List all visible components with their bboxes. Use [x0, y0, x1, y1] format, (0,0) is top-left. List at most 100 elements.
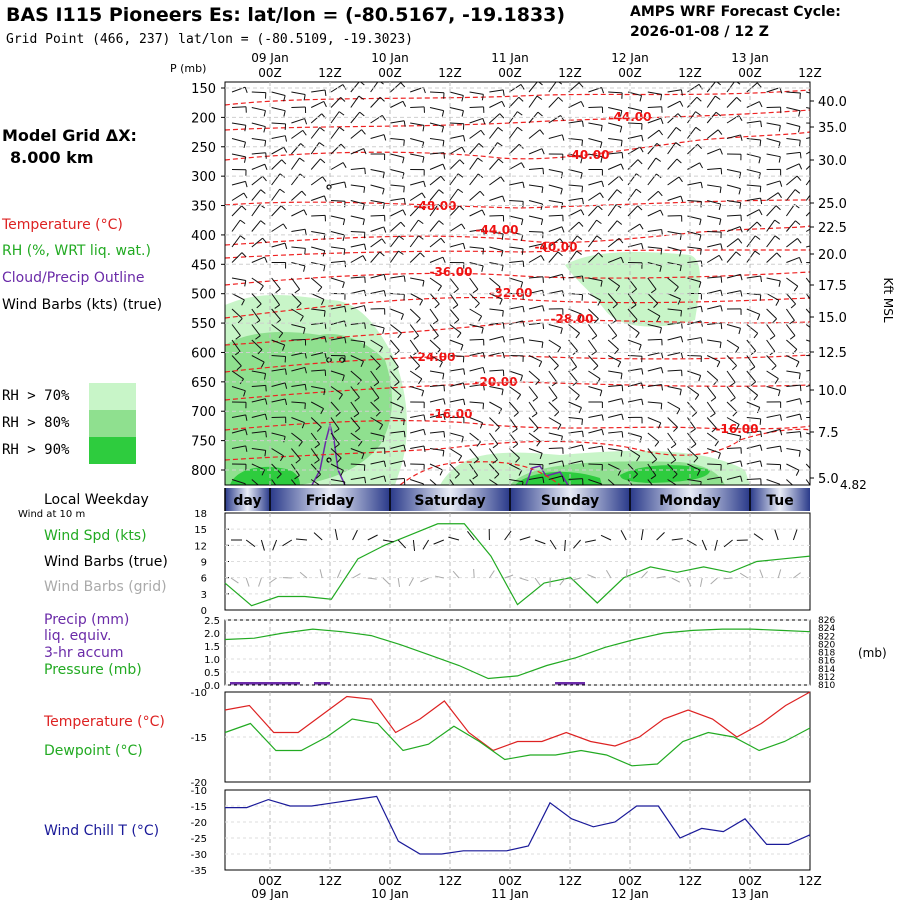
wind-barb-flag [304, 352, 307, 359]
wind-barb [311, 369, 326, 372]
wind-barb-flag [698, 281, 702, 288]
weekday-cell [510, 488, 630, 511]
precip-tick-label: 2.0 [204, 629, 220, 640]
wind-barb [370, 134, 385, 139]
wind-barb-flag [338, 111, 345, 116]
wind-barb [627, 188, 637, 201]
wind-barb [528, 184, 543, 188]
wind-barb-flag [304, 384, 307, 391]
wind-barb-flag [263, 126, 266, 133]
wind-barb-flag [235, 335, 241, 340]
wind-barb-flag [501, 389, 504, 396]
wind-barb-flag [383, 134, 387, 141]
wind-barb-flag [265, 152, 267, 159]
wind-barb [726, 475, 741, 480]
wind-barb-flag [620, 373, 623, 380]
wind-barb [390, 120, 405, 124]
wind-barb [667, 386, 682, 390]
date-tick-label-bottom: 13 Jan [731, 887, 769, 900]
wind-barb [528, 370, 540, 381]
wind-barb [370, 114, 383, 124]
grid-wind-barb [488, 570, 495, 579]
wind-barb-flag [593, 365, 599, 371]
wind-barb [707, 289, 721, 294]
wind-barb [528, 95, 538, 108]
wind-barb-flag [615, 285, 621, 292]
weekday-label: day [233, 493, 261, 509]
wind-barb-flag [575, 395, 580, 401]
wind-barb [588, 308, 599, 320]
wind-barb-flag [402, 157, 405, 164]
wind-barb [766, 205, 777, 217]
wind-barb [528, 243, 543, 248]
wind-barb [647, 106, 662, 108]
wind-barb-flag [795, 361, 800, 368]
cloud-marker [326, 184, 332, 190]
wind-barb [409, 235, 419, 248]
wind-barb [607, 204, 617, 217]
wind-barb [786, 370, 801, 374]
date-tick-label-bottom: 12 Jan [611, 887, 649, 900]
wind-barb [587, 219, 597, 232]
wind-barb-flag [400, 313, 404, 320]
rh-legend-80: RH > 80% [2, 415, 70, 431]
surface-wind-barb [433, 539, 444, 545]
wind-barb [350, 231, 365, 233]
wind-barb [429, 163, 444, 170]
wind-barb [291, 366, 306, 372]
wind-barb-flag [382, 172, 385, 179]
wind-barb [746, 82, 758, 93]
wind-barb-flag [442, 163, 446, 170]
wind-barb [370, 82, 379, 93]
wind-barb [548, 238, 561, 248]
wind-barb [746, 101, 760, 108]
wind-barb-flag [482, 352, 486, 359]
weekday-cell [390, 488, 510, 511]
wind-barb-flag [403, 186, 405, 193]
surface-wind-barb [313, 532, 323, 541]
wind-barb [409, 370, 423, 380]
wind-barb [429, 479, 438, 485]
wind-barb [805, 228, 810, 232]
wind-barb [231, 370, 244, 380]
wind-barb-flag [338, 394, 343, 400]
wind-barb-flag [474, 303, 480, 309]
wind-barb [231, 277, 246, 281]
wind-barb-flag [403, 419, 405, 426]
wind-barb [291, 432, 303, 442]
wind-barb [607, 463, 622, 471]
wind-barb-flag [457, 188, 464, 194]
cloud-outline [525, 465, 569, 485]
wind-barb-flag [696, 469, 701, 476]
wind-barb [726, 432, 741, 437]
wind-barb-flag [754, 250, 761, 255]
wind-barb [350, 95, 360, 108]
wind-barb [766, 219, 776, 232]
wind-barb-flag [674, 286, 679, 292]
wind-barb-flag [799, 140, 801, 147]
wind-barb-flag [397, 332, 402, 339]
wind-barb [647, 401, 662, 404]
wind-barb-flag [358, 95, 365, 100]
wind-barb [687, 260, 702, 263]
wind-barb [330, 143, 342, 155]
surface-wind-barb [412, 539, 416, 551]
wind-barb [588, 479, 602, 485]
wind-barb-flag [618, 238, 624, 244]
hour-tick-label-top: 12Z [438, 66, 462, 80]
grid-wind-barb [452, 570, 460, 579]
temp-contour-label: -40.00 [535, 240, 578, 254]
wind-barb-flag [596, 219, 602, 225]
wind-barb [627, 339, 642, 346]
wind-barb-flag [279, 188, 285, 194]
wind-barb [726, 290, 741, 294]
wind-barb [469, 106, 484, 108]
wind-barb [707, 448, 721, 454]
wind-barb [548, 82, 557, 93]
wind-barb [271, 368, 286, 372]
wind-barb [271, 122, 286, 125]
wind-barb-flag [382, 202, 385, 209]
wind-barb [508, 401, 519, 413]
wind-barb [746, 324, 759, 334]
wind-barb [310, 158, 321, 170]
